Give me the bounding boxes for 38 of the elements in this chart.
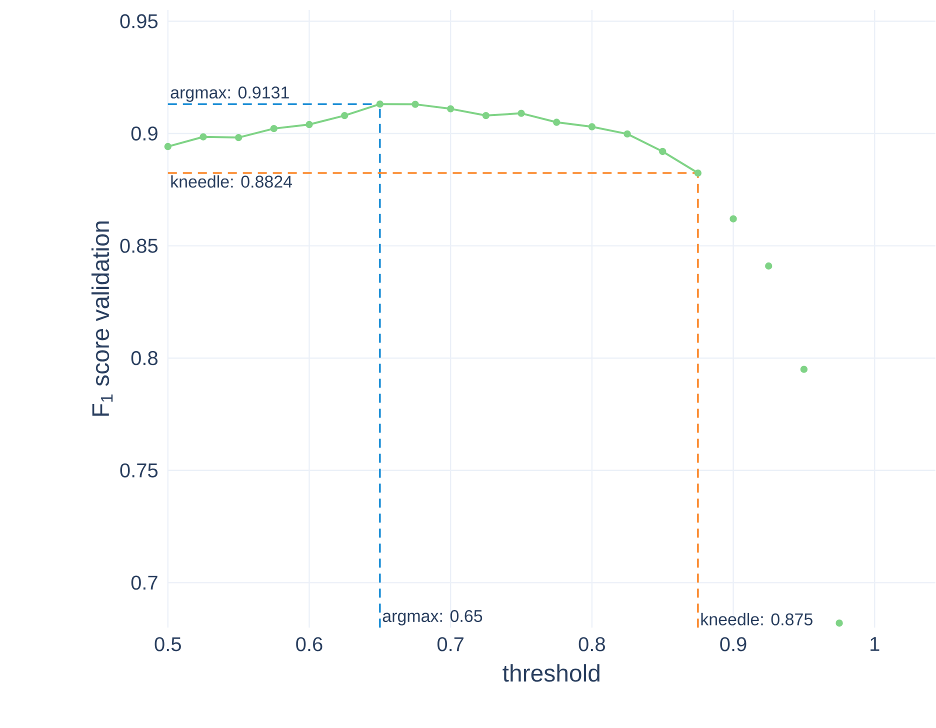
y-tick-label: 0.75 bbox=[120, 464, 158, 478]
point bbox=[730, 215, 737, 223]
point bbox=[412, 100, 419, 108]
x-tick-label: 0.9 bbox=[720, 637, 746, 652]
x-tick-label: 0.7 bbox=[437, 637, 464, 652]
y-tick-label: 0.9 bbox=[131, 126, 158, 141]
point bbox=[376, 100, 384, 108]
x-tick-label: 0.5 bbox=[154, 637, 181, 652]
point bbox=[164, 143, 172, 150]
point bbox=[446, 105, 454, 113]
y-tick-label: 0.8 bbox=[131, 351, 158, 366]
ref-line-label: argmax: 0.9131 bbox=[170, 86, 289, 102]
x-tick-label: 0.8 bbox=[578, 637, 605, 652]
point bbox=[553, 118, 560, 126]
point bbox=[306, 121, 313, 128]
point bbox=[694, 170, 702, 177]
x-tick-label: 1 bbox=[870, 637, 880, 652]
point bbox=[624, 130, 631, 138]
y-tick-label: 0.95 bbox=[120, 14, 158, 29]
point bbox=[765, 262, 772, 270]
point bbox=[836, 620, 843, 627]
x-axis-title: threshold bbox=[502, 664, 600, 682]
point bbox=[200, 134, 207, 141]
point bbox=[800, 366, 808, 374]
ref-line-label: argmax: 0.65 bbox=[382, 610, 482, 626]
y-axis-title: F$_{1}$ score validation bbox=[91, 222, 113, 416]
point bbox=[482, 112, 490, 120]
ref-line-label: kneedle: 0.8824 bbox=[171, 175, 292, 188]
point bbox=[270, 125, 278, 132]
point bbox=[659, 148, 666, 156]
point bbox=[340, 112, 348, 120]
y-tick-label: 0.85 bbox=[120, 238, 158, 254]
point bbox=[588, 123, 596, 131]
point bbox=[234, 134, 242, 142]
x-tick-label: 0.6 bbox=[296, 637, 322, 652]
ref-line-label: kneedle: 0.875 bbox=[701, 613, 812, 626]
point bbox=[518, 110, 525, 118]
y-tick-label: 0.7 bbox=[131, 576, 158, 590]
